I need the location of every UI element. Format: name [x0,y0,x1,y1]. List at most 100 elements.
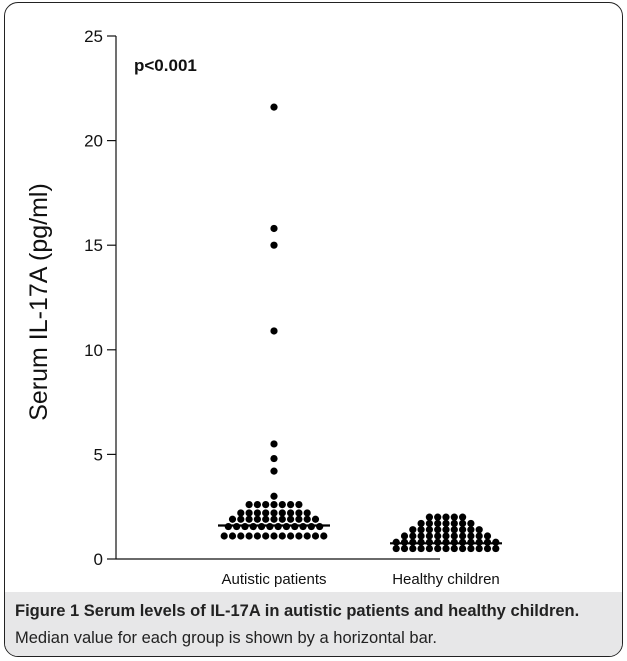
data-point [311,532,320,540]
data-point [425,532,433,540]
data-point [278,515,286,523]
data-point [434,513,442,521]
data-point [434,544,442,553]
data-point [270,492,278,500]
data-points [220,103,500,553]
data-point [425,544,433,553]
data-point [295,509,303,517]
figure-frame [4,2,623,657]
y-axis-label: Serum IL-17A (pg/ml) [25,183,53,421]
data-point [400,532,409,540]
data-point [425,526,433,534]
data-point [450,526,458,534]
data-point [220,532,228,540]
data-point [450,544,458,553]
y-tick-label: 5 [94,445,103,464]
data-point [303,532,311,540]
data-point [475,526,483,534]
data-point [459,526,467,534]
data-point [270,440,278,448]
data-point [270,509,278,517]
data-point [467,519,475,528]
y-ticks: 0 5 10 15 20 25 [84,27,116,569]
data-point [270,103,278,111]
data-point [459,519,467,528]
data-point [434,532,442,540]
data-point [400,544,409,553]
y-tick-label: 0 [94,550,103,569]
data-point [475,544,483,553]
y-tick-label: 10 [84,341,103,360]
data-point [467,526,475,534]
data-point [483,532,492,540]
data-point [459,544,467,553]
data-point [228,532,237,540]
data-point [270,454,278,463]
y-tick-label: 25 [84,27,103,46]
data-point [270,241,278,249]
data-point [253,509,261,517]
x-tick-labels: Autistic patients Healthy children [221,571,499,588]
data-point [409,526,417,534]
data-point [262,532,270,540]
median-bars [218,524,502,545]
data-point [442,532,450,540]
data-point [270,532,278,540]
data-point [417,519,425,528]
data-point [442,513,450,521]
data-point [434,519,442,528]
data-point [425,513,433,521]
data-point [253,532,261,540]
data-point [270,224,278,233]
data-point [392,544,400,553]
data-point [262,501,270,509]
caption-figure-label: Figure 1 [15,602,80,620]
data-point [303,509,311,517]
data-point [467,532,475,540]
data-point [270,515,278,523]
data-point [295,515,303,523]
data-point [467,544,475,553]
data-point [417,532,425,540]
data-point [295,532,303,540]
data-point [442,526,450,534]
data-point [417,544,425,553]
data-point [287,509,295,517]
data-point [459,532,467,540]
data-point [295,501,303,509]
x-tick-label: Autistic patients [221,571,326,588]
data-point [434,526,442,534]
data-point [237,532,245,540]
data-point [245,509,253,517]
data-point [303,515,311,523]
data-point [278,532,286,540]
data-point [245,532,253,540]
data-point [459,513,467,521]
data-point [245,515,253,523]
data-point [270,501,278,509]
data-point [287,532,295,540]
data-point [320,532,328,540]
data-point [270,327,278,335]
data-point [450,532,458,540]
data-point [270,467,278,475]
data-point [417,526,425,534]
data-point [425,519,433,528]
data-point [253,501,261,509]
data-point [253,515,261,523]
caption-title: Serum levels of IL-17A in autistic patie… [83,602,580,620]
data-point [450,519,458,528]
data-point [262,515,270,523]
caption-text: Median value for each group is shown by … [15,629,437,647]
data-point [228,515,237,523]
data-point [475,532,483,540]
data-point [409,532,417,540]
data-point [287,501,295,509]
data-point [278,509,286,517]
data-point [442,519,450,528]
data-point [245,501,253,509]
y-tick-label: 20 [84,132,103,151]
data-point [237,509,245,517]
data-point [237,515,245,523]
